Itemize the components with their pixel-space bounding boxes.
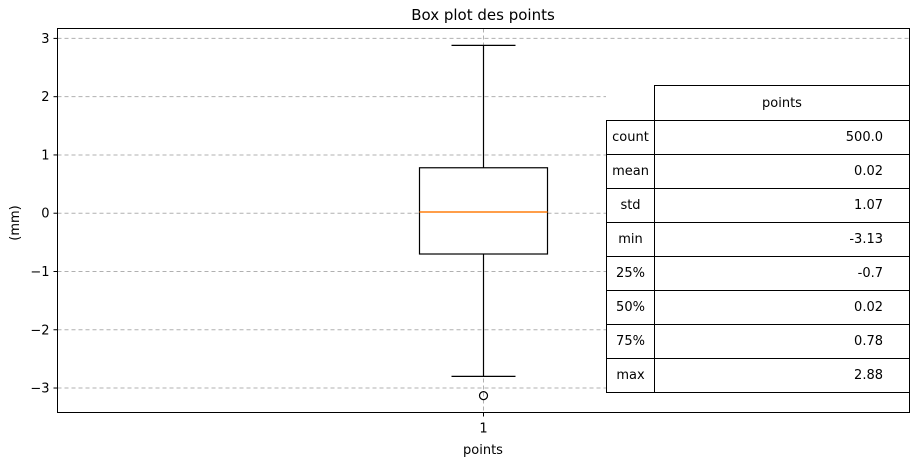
table-row: 25% -0.7 (606, 256, 910, 291)
outlier-point (478, 391, 489, 401)
table-row-value: 0.02 (654, 290, 910, 325)
table-header-row: points (607, 85, 910, 121)
table-row-value: 2.88 (654, 358, 910, 393)
box-plot-series (418, 44, 549, 401)
y-tick-label: 1 (41, 148, 49, 163)
y-tick-label: −2 (30, 323, 49, 338)
table-row-label: max (606, 358, 655, 393)
table-row: min -3.13 (606, 222, 910, 257)
table-row: std 1.07 (606, 188, 910, 223)
table-corner (607, 86, 655, 121)
y-tick-label: 0 (41, 207, 49, 222)
table-row-label: min (606, 222, 655, 257)
table-row-value: -3.13 (654, 222, 910, 257)
table-row-label: 75% (606, 324, 655, 359)
table-row-label: 50% (606, 290, 655, 325)
x-tick-label: 1 (479, 422, 487, 437)
y-tick-label: 2 (41, 90, 49, 105)
y-tick-label: 3 (41, 32, 49, 47)
table-row: mean 0.02 (606, 154, 910, 189)
table-row-value: -0.7 (654, 256, 910, 291)
y-tick-label: −3 (30, 382, 49, 397)
table-column-header: points (654, 85, 910, 121)
iqr-box (418, 167, 549, 255)
table-row-label: 25% (606, 256, 655, 291)
axis-ticks: −3 −2 −1 0 1 2 3 1 (30, 32, 487, 437)
chart-title: Box plot des points (411, 6, 555, 24)
table-row-value: 0.02 (654, 154, 910, 189)
table-row: max 2.88 (606, 358, 910, 393)
table-row: count 500.0 (606, 120, 910, 155)
table-row-label: std (606, 188, 655, 223)
table-row: 50% 0.02 (606, 290, 910, 325)
stats-table: points count 500.0 mean 0.02 std 1.07 min -3… (606, 85, 910, 393)
table-row: 75% 0.78 (606, 324, 910, 359)
x-axis-label: points (463, 443, 503, 458)
y-axis-label: (mm) (8, 205, 23, 240)
table-row-value: 500.0 (654, 120, 910, 155)
table-row-label: count (606, 120, 655, 155)
y-tick-label: −1 (30, 265, 49, 280)
table-row-value: 1.07 (654, 188, 910, 223)
table-row-value: 0.78 (654, 324, 910, 359)
table-row-label: mean (606, 154, 655, 189)
